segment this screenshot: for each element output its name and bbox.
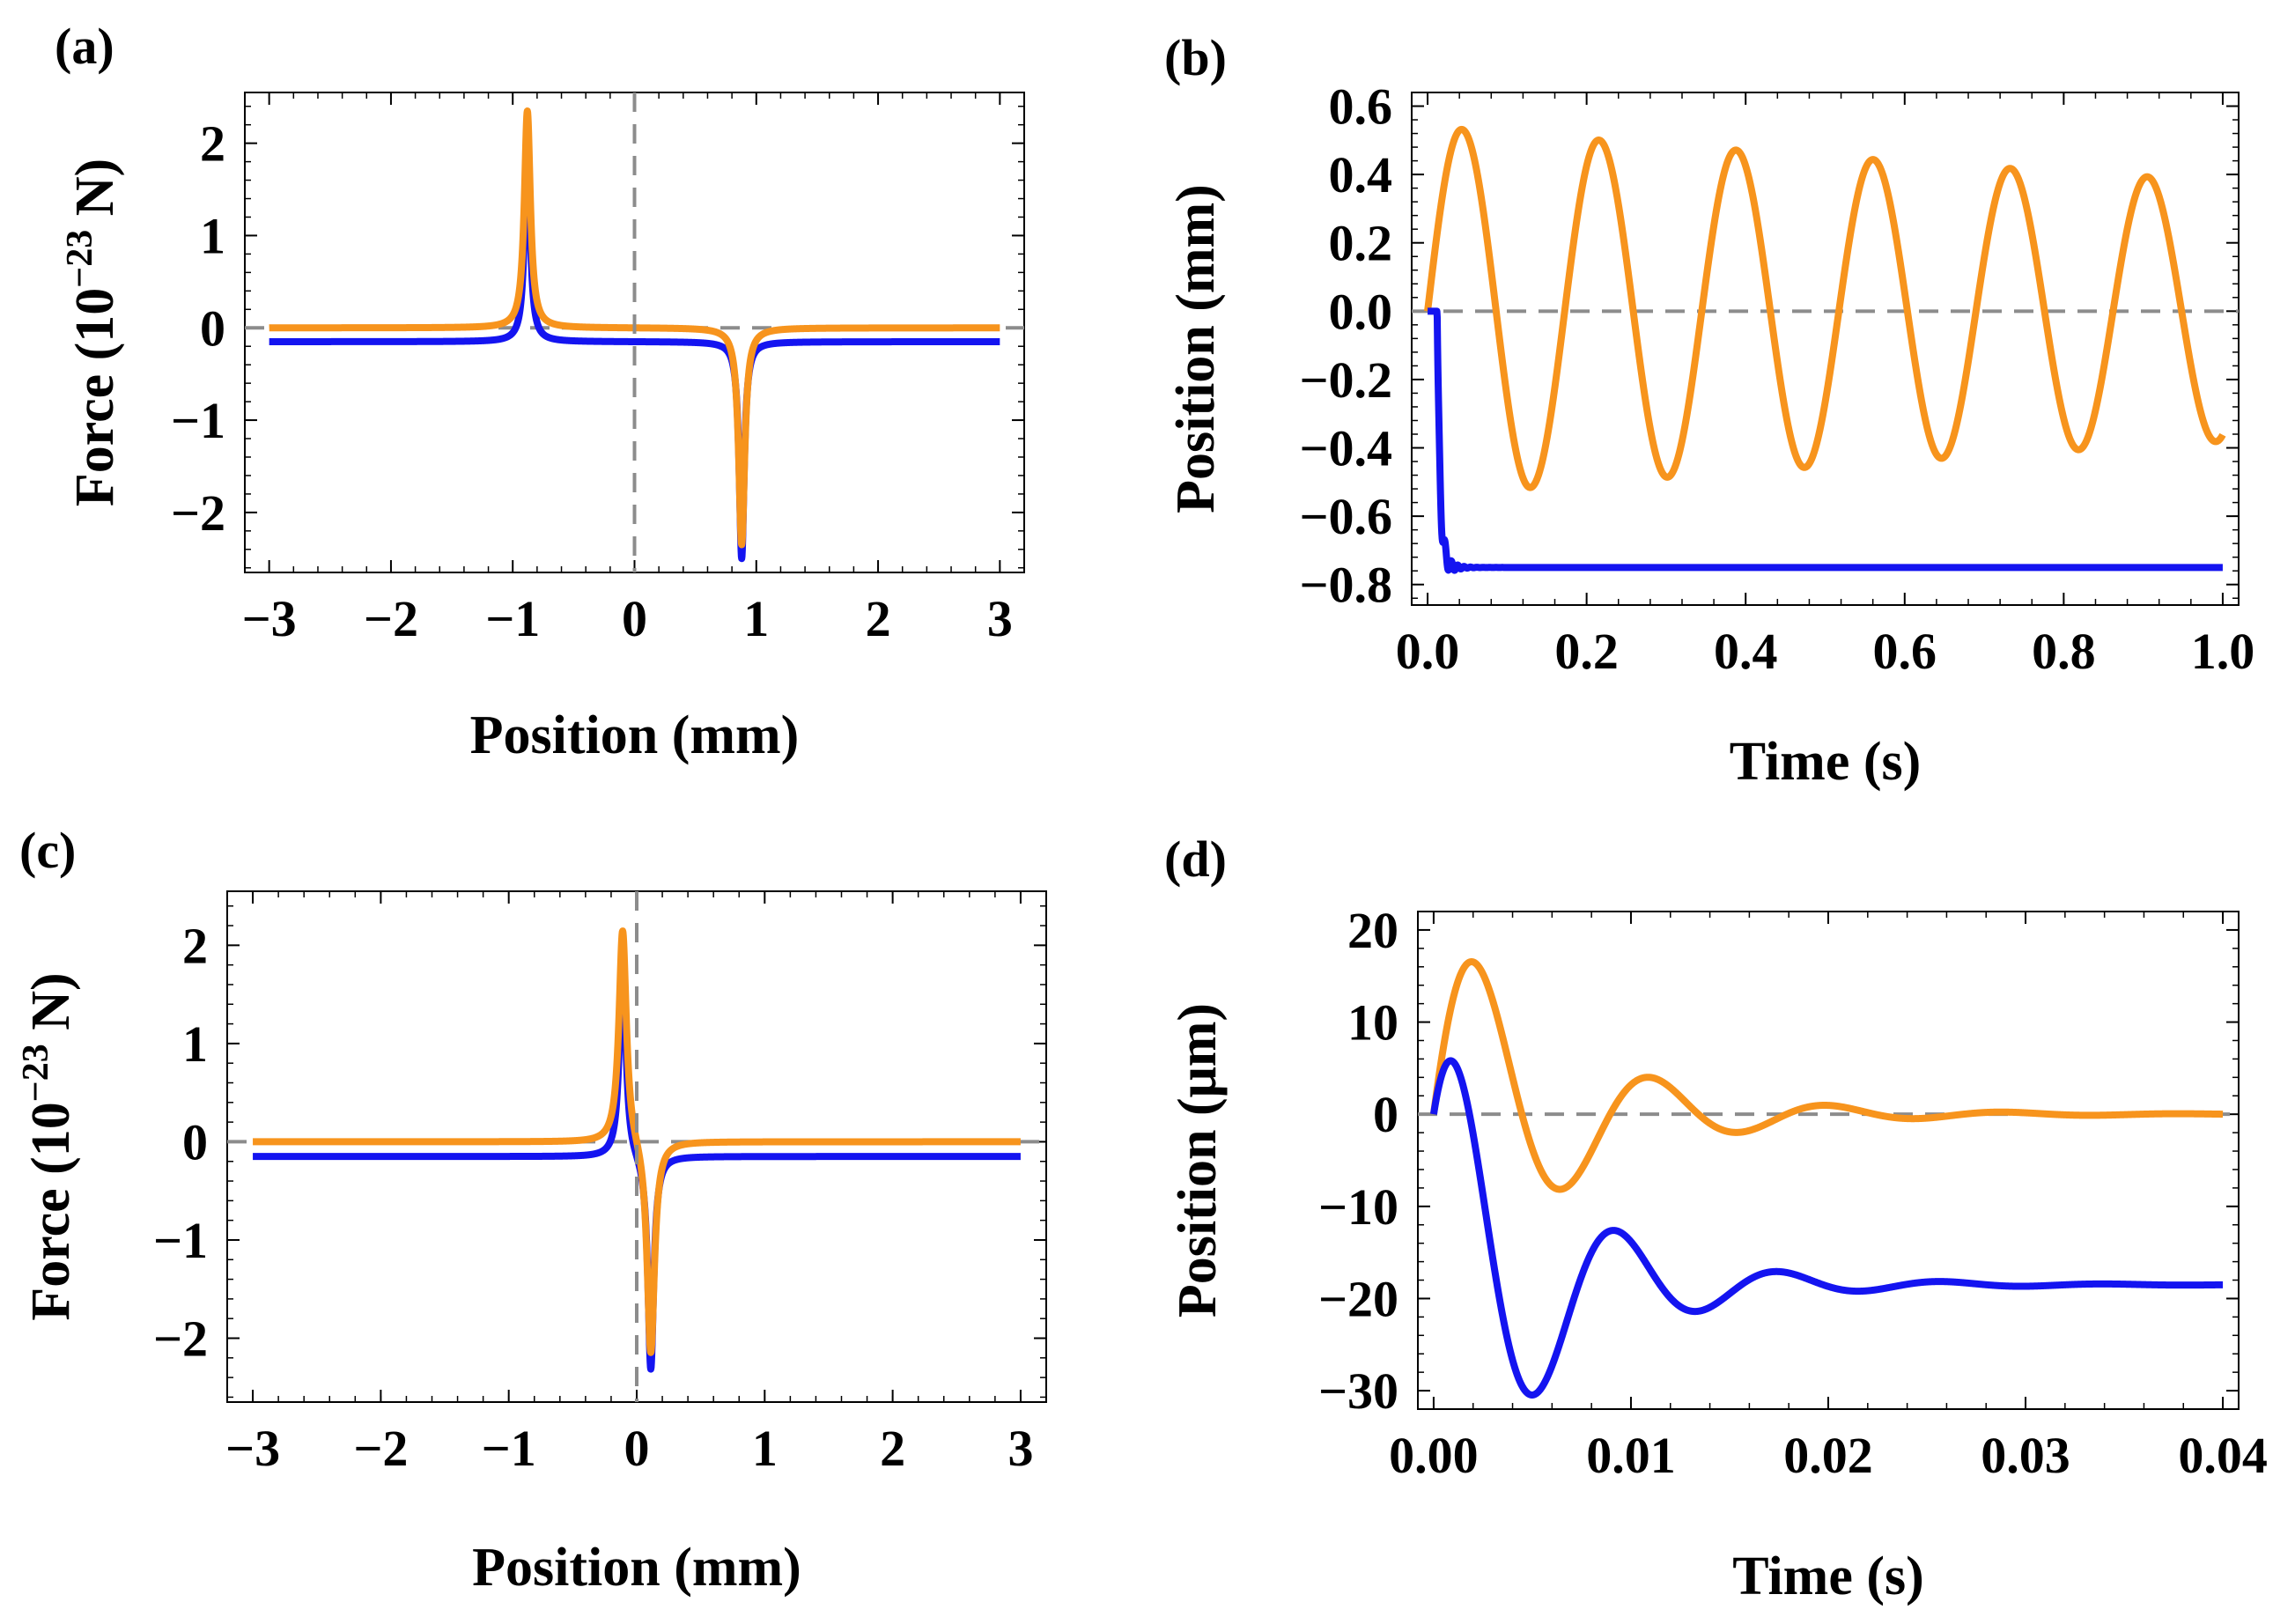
x-tick-label: 3 [987,590,1013,647]
panel-tag: (a) [55,18,114,75]
x-tick-label: 1.0 [2191,623,2255,680]
x-tick-label: −3 [225,1420,280,1477]
x-tick-label: 3 [1007,1420,1033,1477]
x-tick-label: 1 [752,1420,778,1477]
y-tick-label: 1 [200,207,225,264]
y-tick-label: −0.6 [1299,488,1392,545]
y-tick-label: −30 [1318,1362,1398,1420]
x-tick-label: 0.0 [1396,623,1460,680]
y-axis-title: Force (10−23 N) [16,972,81,1320]
x-tick-label: 1 [743,590,769,647]
y-tick-label: 2 [182,917,208,974]
y-tick-label: −10 [1318,1178,1398,1236]
x-tick-label: 2 [880,1420,905,1477]
x-tick-label: 0.04 [2178,1427,2268,1484]
y-tick-label: −0.2 [1299,351,1392,409]
y-axis-title-base: Force (10 [65,288,125,506]
panel-tag: (c) [19,822,76,879]
x-tick-label: −2 [364,590,418,647]
x-axis-title: Position (mm) [472,1538,801,1598]
y-axis-title-unit: N) [65,159,125,230]
x-tick-label: 0.8 [2032,623,2096,680]
y-tick-label: 0 [182,1113,208,1170]
y-axis-title-unit: N) [21,972,81,1044]
x-tick-label: −1 [485,590,540,647]
panel-tag: (d) [1164,830,1227,888]
y-tick-label: −20 [1318,1270,1398,1327]
y-tick-label: −0.4 [1299,420,1392,477]
y-tick-label: 2 [200,115,225,173]
y-tick-label: 0.4 [1329,146,1393,203]
y-axis-title-base: Force (10 [21,1102,81,1320]
y-tick-label: −2 [171,484,225,542]
x-tick-label: 0.6 [1873,623,1937,680]
plot-frame [1411,92,2240,606]
series-line-blue [1424,307,2226,574]
y-axis-title-exponent: −23 [16,1044,56,1102]
y-axis-title: Force (10−23 N) [60,159,125,506]
panel-c: −3 −2 −1 0 1 2 3 −2 −1 0 1 2 (c) Position (mm) Force (… [16,822,1047,1598]
x-tick-label: −2 [353,1420,408,1477]
y-axis-title: Position (mm) [1166,184,1226,513]
y-tick-label: −1 [171,392,225,449]
panel-tag: (b) [1164,29,1227,86]
series-line-blue [1429,1057,2226,1399]
x-tick-label: 0.03 [1981,1427,2070,1484]
x-tick-label: 0.00 [1389,1427,1479,1484]
y-tick-label: 20 [1347,902,1398,959]
minor-ticks [1418,911,2239,1410]
y-tick-label: 0 [200,299,225,357]
x-tick-label: 2 [866,590,891,647]
y-tick-label: 10 [1347,994,1398,1052]
x-tick-label: 0.01 [1586,1427,1676,1484]
y-tick-label: −2 [153,1310,208,1368]
x-tick-label: −3 [242,590,297,647]
panel-b: 0.0 0.2 0.4 0.6 0.8 1.0 −0.8 −0.6 −0.4 −0.2 0.0 0.2… [1164,29,2254,792]
y-axis-title: Position (μm) [1168,1003,1228,1318]
x-tick-label: 0.2 [1554,623,1619,680]
x-axis-title: Position (mm) [470,705,800,765]
x-axis-title: Time (s) [1732,1546,1924,1606]
x-axis-title: Time (s) [1730,732,1922,792]
y-tick-label: −1 [153,1212,208,1269]
x-tick-label: 0.4 [1714,623,1778,680]
series-line-orange [1424,125,2226,491]
y-tick-label: 0.2 [1329,215,1393,272]
y-tick-label: 0.0 [1329,283,1393,340]
y-tick-label: 1 [182,1015,208,1073]
x-tick-label: 0 [622,590,647,647]
panel-d: 0.00 0.01 0.02 0.03 0.04 −30 −20 −10 0 10 20 (d) Tim… [1164,830,2268,1606]
minor-ticks [226,891,1047,1402]
panel-a: −3 −2 −1 0 1 2 3 −2 −1 0 1 2 (a) Position (mm) Force (… [55,18,1025,765]
y-axis-title-exponent: −23 [60,230,100,288]
plot-frame [1417,911,2240,1410]
y-tick-label: −0.8 [1299,557,1392,614]
y-tick-label: 0.6 [1329,78,1393,136]
x-tick-label: 0.02 [1783,1427,1873,1484]
minor-ticks [1412,92,2239,605]
y-tick-label: 0 [1373,1086,1398,1143]
series-line-blue [266,121,1003,563]
x-tick-label: 0 [624,1420,650,1477]
series-line-orange [1429,958,2226,1193]
series-line-orange [249,927,1024,1356]
x-tick-label: −1 [482,1420,536,1477]
